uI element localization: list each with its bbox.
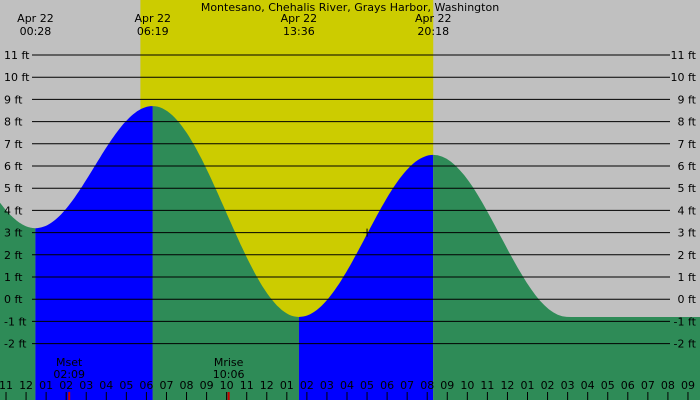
y-tick-label-right: 3 ft [678,227,697,240]
x-tick-label: 02 [300,379,314,392]
extreme-time-label: 20:18 [417,25,449,38]
y-tick-label-right: 7 ft [678,138,697,151]
y-tick-label: 4 ft [4,204,23,217]
y-tick-label: 8 ft [4,116,23,129]
x-tick-label: 02 [541,379,555,392]
rising-tide-area [35,106,153,400]
y-tick-label-right: 0 ft [678,293,697,306]
x-tick-label: 06 [621,379,635,392]
y-tick-label: 6 ft [4,160,23,173]
y-tick-label: 11 ft [4,49,30,62]
extreme-date-label: Apr 22 [281,12,318,25]
y-tick-label-right: -1 ft [674,315,697,328]
y-tick-label-right: 2 ft [678,249,697,262]
falling-tide-area [0,202,36,400]
extreme-date-label: Apr 22 [17,12,54,25]
y-tick-label-right: 11 ft [671,49,697,62]
extreme-time-label: 06:19 [137,25,169,38]
x-tick-label: 04 [99,379,113,392]
x-tick-label: 01 [280,379,294,392]
x-tick-label: 09 [440,379,454,392]
x-tick-label: 06 [139,379,153,392]
x-tick-label: 05 [360,379,374,392]
x-tick-label: 03 [79,379,93,392]
y-tick-label: 1 ft [4,271,23,284]
falling-tide-area [152,106,299,400]
x-tick-label: 03 [320,379,334,392]
x-tick-label: 10 [220,379,234,392]
extreme-time-label: 00:28 [20,25,52,38]
x-tick-label: 11 [0,379,13,392]
y-tick-label-right: 4 ft [678,204,697,217]
y-tick-label-right: 5 ft [678,182,697,195]
y-tick-label: 10 ft [4,71,30,84]
moon-event-label: Mset [56,356,83,369]
y-tick-label-right: 6 ft [678,160,697,173]
y-tick-label: 5 ft [4,182,23,195]
x-tick-label: 05 [601,379,615,392]
moon-event-time: 10:06 [213,368,245,381]
moon-event-time: 02:09 [53,368,85,381]
y-tick-label-right: -2 ft [674,338,697,351]
x-tick-label: 04 [581,379,595,392]
x-tick-label: 04 [340,379,354,392]
y-tick-label: 2 ft [4,249,23,262]
x-tick-label: 10 [460,379,474,392]
x-tick-label: 11 [240,379,254,392]
x-tick-label: 08 [661,379,675,392]
x-tick-label: 07 [159,379,173,392]
x-tick-label: 12 [19,379,33,392]
y-tick-label-right: 1 ft [678,271,697,284]
x-tick-label: 01 [39,379,53,392]
x-tick-label: 08 [420,379,434,392]
y-tick-label-right: 8 ft [678,116,697,129]
extreme-date-label: Apr 22 [135,12,172,25]
x-tick-label: 09 [200,379,214,392]
y-tick-label: -1 ft [4,315,27,328]
y-tick-label: 3 ft [4,227,23,240]
chart-title: Montesano, Chehalis River, Grays Harbor,… [201,1,499,14]
extreme-date-label: Apr 22 [415,12,452,25]
x-tick-label: 03 [561,379,575,392]
extreme-time-label: 13:36 [283,25,315,38]
y-tick-label-right: 10 ft [671,71,697,84]
x-tick-label: 06 [380,379,394,392]
x-tick-label: 11 [480,379,494,392]
y-tick-label: 9 ft [4,93,23,106]
y-tick-label: 7 ft [4,138,23,151]
falling-tide-area [433,154,700,400]
x-tick-label: 09 [681,379,695,392]
y-tick-label: -2 ft [4,338,27,351]
x-tick-label: 07 [400,379,414,392]
moon-event-label: Mrise [214,356,244,369]
x-tick-label: 07 [641,379,655,392]
x-tick-label: 05 [119,379,133,392]
y-tick-label-right: 9 ft [678,93,697,106]
x-tick-label: 12 [500,379,514,392]
x-tick-label: 12 [260,379,274,392]
x-tick-label: 08 [180,379,194,392]
x-tick-label: 02 [59,379,73,392]
x-tick-label: 01 [521,379,535,392]
y-tick-label: 0 ft [4,293,23,306]
